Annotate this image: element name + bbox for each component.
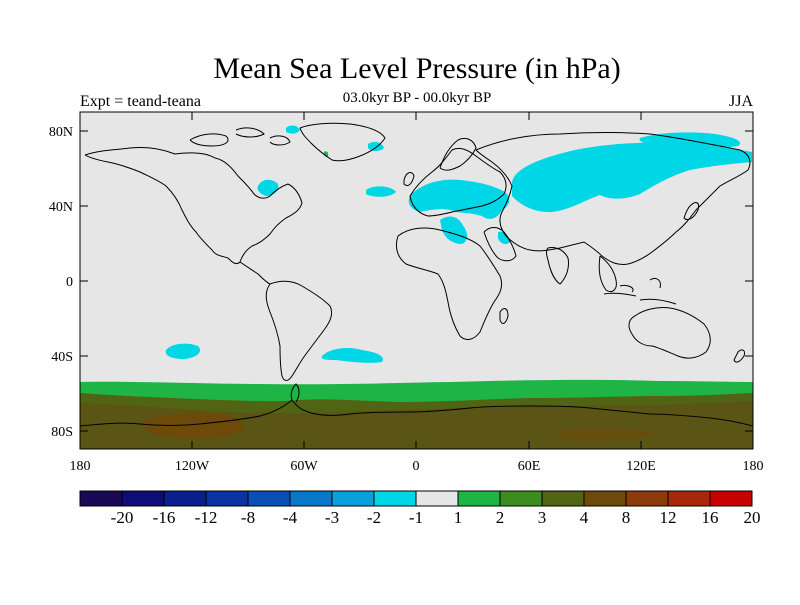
y-tick-label: 80N — [49, 125, 73, 140]
colorbar-label: 1 — [454, 508, 463, 527]
coast-arabia — [483, 227, 517, 262]
colorbar-swatch — [331, 490, 375, 507]
x-tick-label: 60W — [290, 459, 318, 474]
coast-india — [546, 247, 569, 285]
colorbar-label: 3 — [538, 508, 547, 527]
arabia-anomaly — [498, 231, 510, 245]
colorbar-swatch — [709, 490, 753, 507]
coast-australia — [628, 307, 711, 359]
colorbar-label: -4 — [283, 508, 298, 527]
coast-greenland — [299, 122, 386, 162]
colorbar-swatch — [205, 490, 249, 507]
colorbar-swatch — [457, 490, 501, 507]
x-tick-label: 120E — [626, 459, 656, 474]
coast-africa — [395, 227, 503, 340]
experiment-label: Expt = teand-teana — [80, 93, 201, 110]
colorbar-swatch — [247, 490, 291, 507]
central-asia-anomaly — [574, 162, 608, 185]
x-axis-labels: 180 120W 60W 0 60E 120E 180 — [70, 459, 764, 474]
coast-north-america — [84, 147, 303, 265]
eurasia-anomaly — [512, 142, 752, 213]
coast-central-america — [239, 261, 271, 285]
coast-scandinavia — [439, 137, 477, 171]
colorbar-label: 8 — [622, 508, 631, 527]
page-subtitle: 03.0kyr BP - 00.0kyr BP — [342, 90, 492, 106]
y-tick-label: 40S — [51, 350, 73, 365]
atlantic-anomaly — [366, 186, 396, 197]
x-tick-label: 180 — [743, 459, 764, 474]
colorbar-swatch — [667, 490, 711, 507]
y-tick-label: 0 — [66, 275, 73, 290]
colorbar-swatch — [289, 490, 333, 507]
colorbar-label: -2 — [367, 508, 381, 527]
colorbar-label: 4 — [580, 508, 589, 527]
colorbar-swatch — [121, 490, 165, 507]
coastlines — [80, 122, 753, 427]
colorbar-label: -16 — [153, 508, 176, 527]
colorbar-swatch — [541, 490, 585, 507]
colorbar-label: -12 — [195, 508, 218, 527]
colorbar: -20 -16 -12 -8 -4 -3 -2 -1 1 2 3 4 8 12 16 20 — [79, 490, 761, 527]
colorbar-swatch — [415, 490, 459, 507]
coast-south-america — [265, 280, 333, 381]
colorbar-label: 20 — [744, 508, 761, 527]
coast-indonesia — [603, 277, 677, 305]
y-tick-label: 40N — [49, 200, 73, 215]
coast-asia — [475, 132, 751, 265]
colorbar-label: -20 — [111, 508, 134, 527]
mediterranean-anomaly — [440, 216, 468, 244]
europe-anomaly — [408, 179, 510, 219]
anomaly-fields — [80, 125, 753, 449]
coast-new-zealand — [733, 349, 745, 363]
ross-sea-maximum — [142, 413, 244, 439]
south-pacific-anomaly — [165, 343, 201, 359]
hudson-anomaly — [257, 179, 279, 196]
coast-antarctica — [80, 399, 753, 427]
coast-arctic-islands — [189, 127, 291, 147]
south-atlantic-anomaly — [321, 348, 383, 363]
colorbar-label: -1 — [409, 508, 423, 527]
x-tick-label: 60E — [518, 459, 541, 474]
y-axis-labels: 80N 40N 0 40S 80S — [49, 125, 73, 440]
colorbar-swatch — [625, 490, 669, 507]
east-antarctic-max — [555, 427, 660, 441]
colorbar-swatch — [583, 490, 627, 507]
colorbar-label: 2 — [496, 508, 505, 527]
colorbar-swatch — [373, 490, 417, 507]
x-tick-label: 120W — [175, 459, 210, 474]
greenland-anomaly — [286, 125, 300, 134]
page-title: Mean Sea Level Pressure (in hPa) — [213, 52, 621, 85]
colorbar-swatch — [499, 490, 543, 507]
coast-japan — [683, 202, 699, 221]
colorbar-label: 16 — [702, 508, 719, 527]
colorbar-label: -3 — [325, 508, 339, 527]
coast-antarctic-peninsula — [290, 383, 300, 403]
coast-british-isles — [403, 172, 415, 187]
season-label: JJA — [728, 93, 753, 110]
colorbar-swatch — [79, 490, 123, 507]
x-tick-label: 180 — [70, 459, 91, 474]
axis-ticks — [79, 112, 754, 449]
colorbar-label: 12 — [660, 508, 677, 527]
colorbar-label: -8 — [241, 508, 255, 527]
coast-southeast-asia — [598, 255, 617, 293]
coast-madagascar — [499, 308, 509, 324]
x-tick-label: 0 — [413, 459, 420, 474]
y-tick-label: 80S — [51, 425, 73, 440]
colorbar-swatch — [163, 490, 207, 507]
